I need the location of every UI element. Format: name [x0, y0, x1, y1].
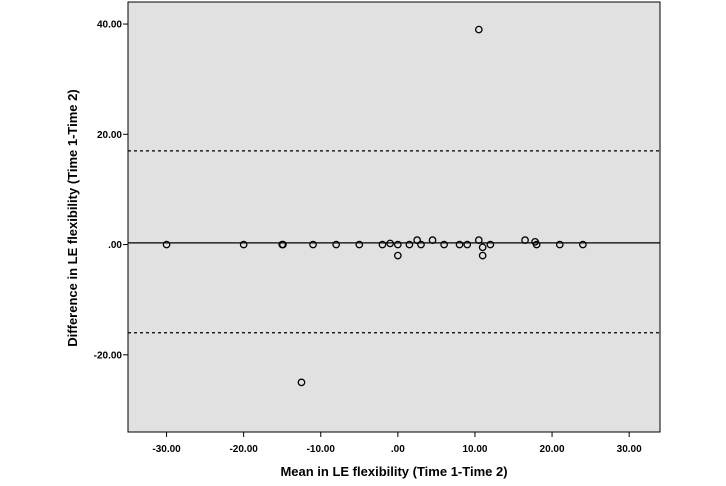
x-tick-label: -30.00 [152, 444, 181, 455]
x-tick-label: .00 [391, 444, 405, 455]
plot-area [128, 2, 660, 432]
x-tick-label: 10.00 [462, 444, 487, 455]
x-tick-label: 30.00 [617, 444, 642, 455]
y-axis-title: Difference in LE flexibility (Time 1-Tim… [65, 89, 80, 346]
x-axis: -30.00 -20.00 -10.00 .00 10.00 20.00 30.00 [152, 432, 642, 455]
y-tick-label: .00 [108, 240, 122, 251]
x-axis-title: Mean in LE flexibility (Time 1-Time 2) [280, 464, 507, 479]
x-tick-label: -20.00 [229, 444, 258, 455]
y-tick-label: 20.00 [97, 130, 122, 141]
x-tick-label: -10.00 [307, 444, 336, 455]
y-axis: -20.00 .00 20.00 40.00 [94, 20, 128, 362]
x-tick-label: 20.00 [540, 444, 565, 455]
y-tick-label: -20.00 [94, 350, 123, 361]
y-tick-label: 40.00 [97, 20, 122, 31]
